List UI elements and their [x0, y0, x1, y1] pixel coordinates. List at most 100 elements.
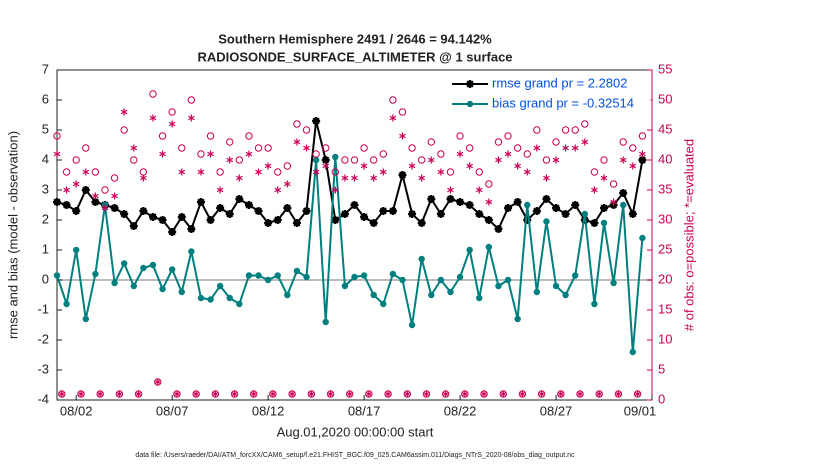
x-tick-label: 09/01 [624, 403, 657, 418]
data-point [504, 132, 512, 140]
legend-marker [466, 100, 474, 108]
data-point [58, 390, 66, 398]
data-point [178, 144, 186, 152]
data-point [293, 138, 301, 146]
data-point [322, 144, 330, 152]
data-point [168, 228, 177, 236]
data-point [533, 144, 541, 152]
series-line [56, 156, 644, 353]
data-point [216, 186, 224, 194]
y-tick-label: 7 [42, 61, 49, 76]
data-point [542, 195, 551, 203]
data-point [293, 120, 301, 128]
data-point [610, 198, 617, 206]
y-tick-label: 0 [42, 271, 49, 286]
data-point [514, 162, 521, 170]
data-point [629, 144, 637, 152]
data-point [639, 234, 646, 242]
data-point [139, 168, 148, 176]
chart-subtitle: RADIOSONDE_SURFACE_ALTIMETER @ 1 surface [197, 49, 512, 64]
data-point [341, 174, 349, 182]
data-point [475, 186, 483, 194]
data-point [379, 150, 387, 158]
data-point [177, 213, 186, 221]
data-point [552, 204, 561, 212]
data-point [620, 201, 627, 209]
y2-tick-label: 0 [658, 391, 665, 406]
data-point [447, 288, 454, 296]
data-point [53, 272, 61, 279]
data-point [581, 138, 589, 146]
data-point [207, 150, 214, 158]
data-point [533, 126, 541, 134]
data-point [360, 213, 369, 221]
data-point [341, 282, 349, 290]
x-tick-label: 08/12 [252, 403, 285, 418]
data-point [504, 150, 512, 158]
data-point [590, 168, 599, 176]
x-tick-label: 08/27 [540, 403, 573, 418]
data-point [331, 186, 339, 194]
data-point [303, 273, 310, 281]
data-point [561, 210, 570, 218]
data-point [557, 390, 565, 398]
data-point [610, 279, 617, 287]
data-point [466, 246, 473, 254]
data-point [523, 168, 531, 176]
data-point [130, 156, 138, 164]
data-point [140, 174, 147, 182]
data-point [533, 288, 541, 296]
y-tick-label: -1 [37, 301, 49, 316]
data-point [532, 207, 541, 215]
data-point [283, 180, 291, 188]
data-point [370, 291, 377, 299]
legend-label: rmse grand pr = 2.2802 [492, 75, 628, 90]
data-point [302, 207, 311, 215]
y-tick-label: 3 [42, 181, 49, 196]
data-point [149, 90, 157, 98]
data-point [173, 390, 181, 398]
legend-label: bias grand pr = -0.32514 [492, 95, 634, 110]
y2-tick-label: 15 [658, 301, 672, 316]
data-point [197, 294, 205, 302]
data-point [389, 114, 397, 122]
data-point [302, 126, 311, 134]
data-point [638, 156, 647, 164]
data-point [139, 207, 148, 215]
y2-tick-label: 25 [658, 241, 672, 256]
data-point [485, 180, 493, 188]
data-point [197, 168, 205, 176]
data-point [82, 168, 90, 176]
data-point [226, 138, 234, 146]
data-point [264, 276, 272, 284]
data-point [538, 390, 545, 398]
data-point [188, 248, 195, 255]
data-point [475, 210, 484, 218]
data-point [255, 168, 262, 176]
data-point [600, 219, 608, 227]
data-point [53, 132, 61, 140]
x-tick-label: 08/02 [60, 403, 93, 418]
y2-tick-label: 55 [658, 61, 672, 76]
data-point [552, 138, 560, 146]
data-point [255, 272, 262, 279]
data-point [619, 189, 628, 197]
data-point [283, 162, 292, 170]
data-point [591, 186, 598, 194]
data-point [351, 273, 358, 281]
data-point [158, 216, 167, 224]
data-point [423, 390, 430, 398]
data-point [408, 144, 416, 152]
data-point [350, 201, 359, 209]
data-point [135, 390, 142, 398]
data-point [456, 198, 465, 206]
data-point [466, 162, 473, 170]
x-tick-label: 08/22 [444, 403, 477, 418]
data-point [235, 195, 244, 203]
data-point [562, 144, 569, 152]
data-point [159, 285, 166, 293]
data-point [437, 168, 445, 176]
data-point [140, 264, 147, 272]
data-point [403, 390, 411, 398]
data-point [379, 168, 387, 176]
